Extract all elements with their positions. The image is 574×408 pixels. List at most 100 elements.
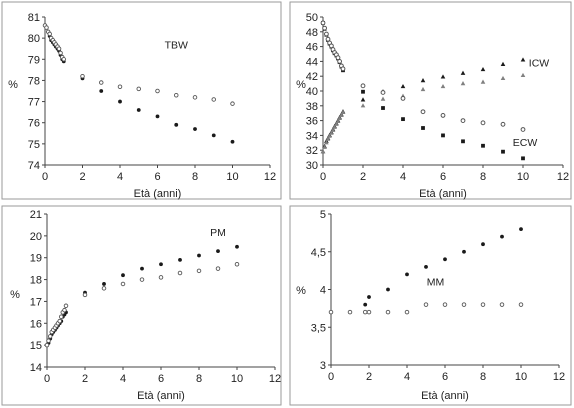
data-point-series-2 xyxy=(339,112,344,118)
y-tick-label: 50 xyxy=(306,12,318,24)
y-axis-label: % xyxy=(296,285,306,297)
data-point-series-4 xyxy=(480,120,486,126)
y-tick-label: 30 xyxy=(306,160,318,172)
data-point-series-1 xyxy=(480,66,486,72)
series-annotation: MM xyxy=(427,277,445,289)
data-point-series-2 xyxy=(500,75,506,81)
data-point-series-2 xyxy=(44,25,49,30)
data-point-series-3 xyxy=(441,133,445,138)
data-point-series-1 xyxy=(360,97,366,102)
x-tick-label: 0 xyxy=(328,371,334,383)
x-tick-label: 6 xyxy=(440,171,446,183)
data-point-series-2 xyxy=(480,302,486,307)
data-point-series-3 xyxy=(481,143,485,148)
data-point-series-4 xyxy=(324,31,329,37)
data-point-series-1 xyxy=(193,127,197,131)
data-point-series-2 xyxy=(47,334,53,339)
data-point-series-2 xyxy=(320,149,326,154)
data-point-series-2 xyxy=(480,79,486,84)
data-point-series-3 xyxy=(381,106,385,110)
y-tick-label: 5 xyxy=(320,209,326,221)
data-point-series-2 xyxy=(117,84,123,90)
data-point-series-2 xyxy=(177,270,183,276)
y-tick-label: 36 xyxy=(306,116,318,128)
y-tick-label: 19 xyxy=(30,253,42,265)
data-point-series-2 xyxy=(230,101,235,106)
data-point-series-2 xyxy=(56,46,62,51)
data-point-series-2 xyxy=(347,309,353,315)
data-point-series-2 xyxy=(460,81,466,86)
data-point-series-2 xyxy=(337,115,342,120)
data-point-series-2 xyxy=(136,86,141,92)
data-point-series-4 xyxy=(340,66,346,72)
data-point-series-2 xyxy=(215,266,221,271)
y-tick-label: 18 xyxy=(30,275,42,287)
data-point-series-2 xyxy=(420,86,426,92)
data-point-series-4 xyxy=(337,59,343,64)
data-point-series-4 xyxy=(420,109,426,115)
data-point-series-2 xyxy=(518,302,524,307)
data-point-series-2 xyxy=(120,281,126,287)
data-point-series-2 xyxy=(499,302,505,307)
panel-frame xyxy=(1,1,282,200)
data-point-series-2 xyxy=(423,302,429,307)
y-tick-label: 3 xyxy=(320,360,326,372)
y-tick-label: 44 xyxy=(306,56,318,68)
x-tick-label: 4 xyxy=(400,171,406,183)
data-point-series-2 xyxy=(82,292,88,298)
x-tick-label: 8 xyxy=(196,373,202,385)
x-tick-label: 0 xyxy=(320,171,326,183)
x-tick-label: 10 xyxy=(231,373,243,385)
y-tick-label: 79 xyxy=(28,54,40,66)
y-tick-label: 81 xyxy=(28,12,40,24)
data-point-series-2 xyxy=(58,50,63,56)
x-tick-label: 4 xyxy=(117,171,123,183)
data-point-series-1 xyxy=(440,74,446,79)
data-point-series-4 xyxy=(380,90,386,95)
x-tick-label: 2 xyxy=(79,171,85,183)
x-tick-label: 10 xyxy=(515,371,527,383)
series-annotation: TBW xyxy=(165,40,188,52)
data-point-series-2 xyxy=(47,31,52,37)
data-point-series-2 xyxy=(340,109,346,115)
data-point-series-2 xyxy=(46,338,51,344)
data-point-series-2 xyxy=(62,307,67,313)
data-point-series-2 xyxy=(63,303,69,309)
y-tick-label: 38 xyxy=(306,101,318,113)
data-point-series-2 xyxy=(80,73,85,79)
data-point-series-2 xyxy=(61,57,67,62)
data-point-series-1 xyxy=(520,57,526,62)
data-point-series-2 xyxy=(334,121,339,126)
data-point-series-2 xyxy=(59,314,64,319)
x-tick-label: 2 xyxy=(366,371,372,383)
data-point-series-1 xyxy=(500,234,504,239)
data-point-series-1 xyxy=(230,139,235,144)
data-point-series-2 xyxy=(192,95,198,100)
data-point-series-1 xyxy=(400,83,406,89)
data-point-series-2 xyxy=(330,127,336,132)
y-tick-label: 3,5 xyxy=(311,322,326,334)
y-tick-label: 78 xyxy=(28,75,40,87)
data-point-series-2 xyxy=(173,92,179,98)
data-point-series-4 xyxy=(325,36,331,42)
x-tick-label: 12 xyxy=(264,171,276,183)
x-tick-label: 4 xyxy=(404,371,410,383)
x-tick-label: 8 xyxy=(192,171,198,183)
x-tick-label: 12 xyxy=(269,373,281,385)
data-point-series-2 xyxy=(366,309,372,315)
data-point-series-2 xyxy=(385,309,391,315)
data-point-series-1 xyxy=(420,78,426,83)
data-point-series-1 xyxy=(102,282,106,286)
data-point-series-1 xyxy=(386,287,390,292)
data-point-series-2 xyxy=(44,342,50,348)
data-point-series-2 xyxy=(332,124,337,129)
data-point-series-1 xyxy=(136,108,141,112)
data-point-series-2 xyxy=(57,318,62,324)
data-point-series-1 xyxy=(155,114,160,119)
series-annotation: ICW xyxy=(529,58,550,70)
data-point-series-1 xyxy=(405,272,409,277)
x-tick-label: 10 xyxy=(517,171,529,183)
data-point-series-1 xyxy=(118,99,122,104)
